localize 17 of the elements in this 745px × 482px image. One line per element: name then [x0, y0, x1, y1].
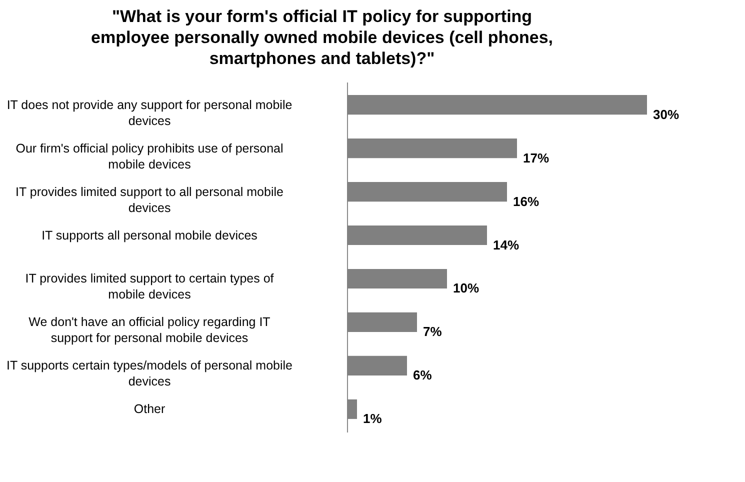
data-label: 6% [413, 368, 432, 383]
data-label: 10% [453, 280, 480, 296]
data-label: 30% [653, 106, 680, 122]
data-label: 14% [493, 237, 520, 252]
data-label: 1% [363, 411, 382, 426]
y-tick-label: IT provides limited support to all personal mobile devices [16, 184, 284, 215]
y-tick-label: IT supports certain types/models of personal mobile devices [6, 358, 293, 389]
y-tick-label: Our firm's official policy prohibits use of personal mobile devices [16, 141, 284, 172]
y-tick-label: IT provides limited support to certain types of mobile devices [25, 272, 274, 302]
data-label: 7% [423, 324, 442, 340]
chart-title: "What is your form's official IT policy for supporting employee personally owned mobile devices (cell phones, smartphones and tablets)?" [91, 7, 553, 68]
data-label: 16% [513, 194, 540, 209]
y-tick-label: IT supports all personal mobile devices [42, 228, 258, 242]
data-label: 17% [523, 150, 550, 166]
y-tick-label: We don't have an official policy regarding IT support for personal mobile devices [28, 315, 271, 346]
y-tick-label: IT does not provide any support for personal mobile devices [6, 98, 292, 128]
y-tick-label: Other [134, 402, 166, 416]
